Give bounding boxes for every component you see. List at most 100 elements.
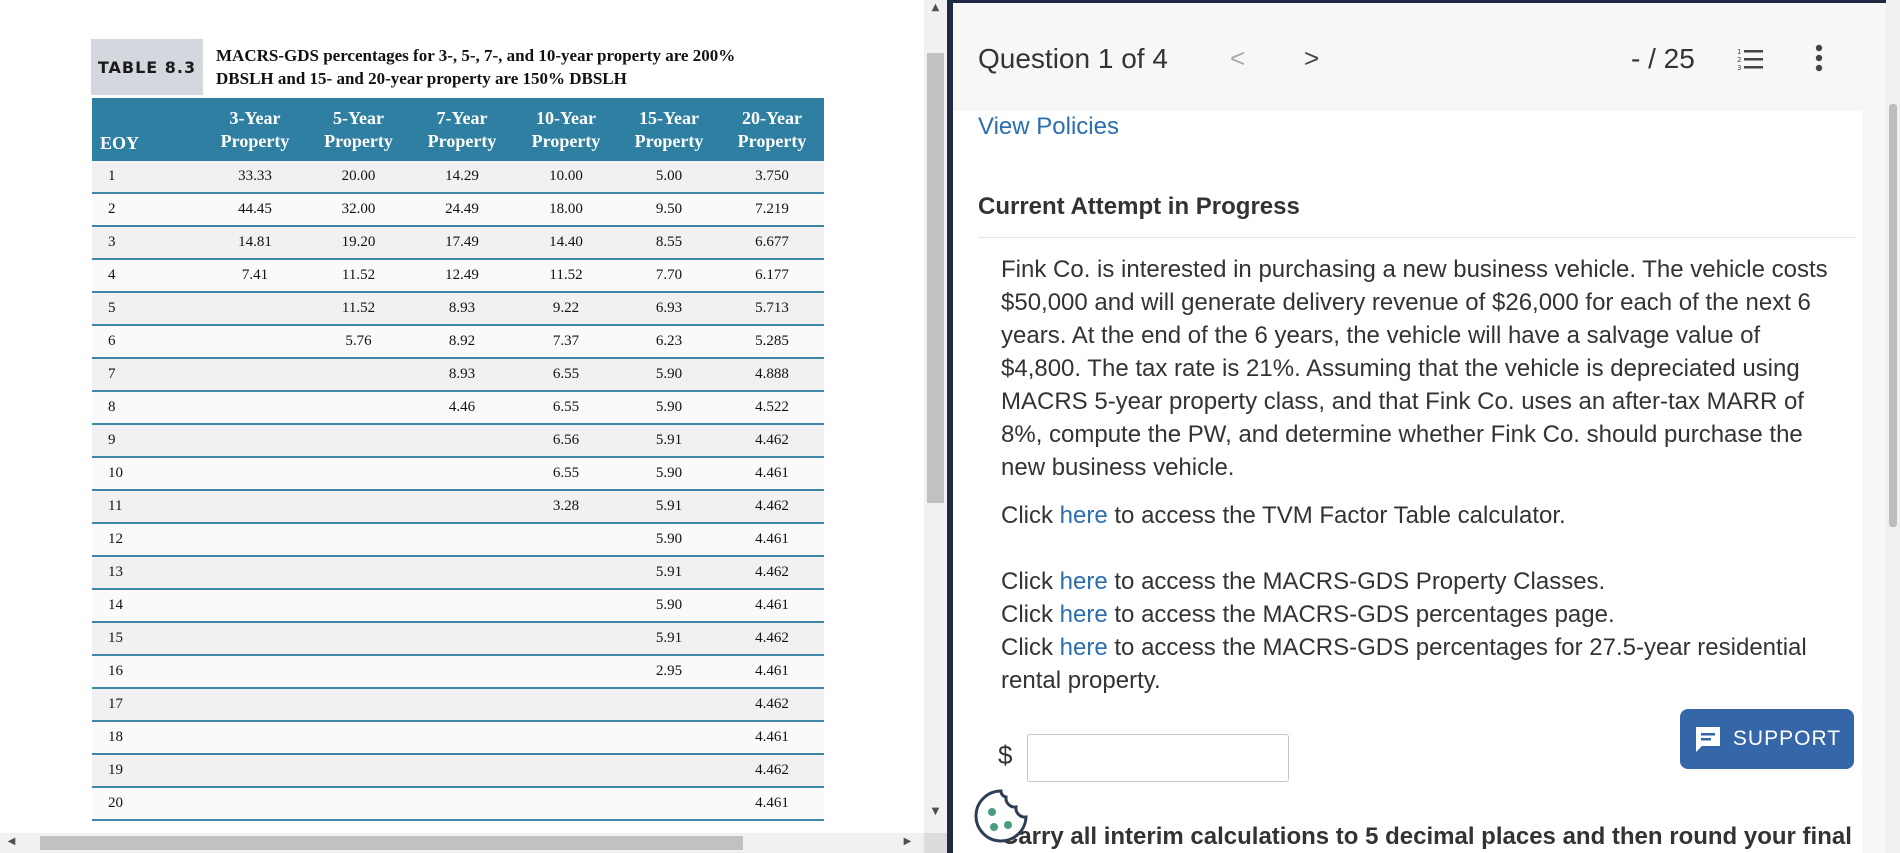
percentage-cell: 2.95 (618, 655, 720, 689)
vertical-scrollbar-thumb[interactable] (927, 53, 944, 503)
percentage-cell: 44.45 (203, 193, 307, 227)
percentages-link[interactable]: here (1059, 601, 1108, 628)
percentage-cell (307, 589, 410, 623)
question-counter: Question 1 of 4 (978, 43, 1168, 74)
percentage-cell (203, 292, 307, 326)
residential-line-2: rental property. (1001, 667, 1161, 694)
table-row: 18 4.461 (92, 721, 824, 755)
pane-divider[interactable] (947, 0, 953, 853)
percentage-cell: 5.90 (618, 589, 720, 623)
column-header-property: 15-Year Property (618, 98, 720, 161)
support-label: SUPPORT (1732, 727, 1842, 750)
eoy-cell: 18 (92, 721, 203, 755)
percentage-cell: 3.750 (720, 161, 824, 194)
more-options-button[interactable] (1815, 44, 1823, 77)
table-row: 14 5.90 4.461 (92, 589, 824, 623)
currency-symbol: $ (998, 740, 1013, 770)
property-classes-line: Click here to access the MACRS-GDS Prope… (1001, 568, 1606, 595)
right-pane: Question 1 of 4 < > - / 25 1 2 3 (953, 0, 1900, 853)
svg-text:2: 2 (1737, 56, 1741, 64)
percentage-cell (203, 622, 307, 656)
percentage-cell (410, 688, 514, 722)
vertical-scrollbar[interactable]: ▲ ▼ (924, 0, 947, 833)
percentage-cell (618, 754, 720, 788)
percentage-cell: 3.28 (514, 490, 618, 524)
percentage-cell (514, 721, 618, 755)
scroll-left-arrow-icon[interactable]: ◀ (7, 836, 16, 847)
eoy-cell: 3 (92, 226, 203, 260)
percentage-cell: 8.93 (410, 292, 514, 326)
percentage-cell: 5.90 (618, 523, 720, 557)
question-list-button[interactable]: 1 2 3 (1737, 47, 1763, 76)
right-pane-scrollbar-thumb[interactable] (1889, 104, 1897, 527)
attempt-heading: Current Attempt in Progress (978, 193, 1300, 220)
table-row: 15 5.91 4.462 (92, 622, 824, 656)
percentage-cell (410, 787, 514, 821)
previous-question-button[interactable]: < (1230, 43, 1245, 74)
percentage-cell (307, 358, 410, 392)
chevron-right-icon: > (1304, 43, 1320, 73)
eoy-cell: 15 (92, 622, 203, 656)
scroll-up-arrow-icon[interactable]: ▲ (931, 2, 940, 13)
macrs-table: EOY 3-Year Property 5-Year Property 7-Year Pro… (92, 98, 824, 821)
percentage-cell: 4.462 (720, 490, 824, 524)
eoy-cell: 8 (92, 391, 203, 425)
percentage-cell: 6.677 (720, 226, 824, 260)
percentage-cell (410, 721, 514, 755)
percentage-cell (203, 457, 307, 491)
percentage-cell (410, 457, 514, 491)
table-row: 10 6.55 5.90 4.461 (92, 457, 824, 491)
percentage-cell: 14.29 (410, 161, 514, 194)
property-classes-link[interactable]: here (1059, 568, 1108, 595)
right-pane-scrollbar[interactable] (1886, 0, 1900, 853)
rounding-instruction: Carry all interim calculations to 5 deci… (1001, 823, 1852, 850)
table-header-row: EOY 3-Year Property 5-Year Property 7-Year Pro… (92, 98, 824, 161)
scrollbar-corner (924, 833, 947, 853)
vertical-ellipsis-icon (1815, 44, 1823, 72)
cookie-settings-button[interactable] (972, 787, 1030, 845)
percentage-cell: 4.462 (720, 556, 824, 590)
percentage-cell: 33.33 (203, 161, 307, 194)
support-button[interactable]: SUPPORT (1680, 709, 1854, 769)
next-question-button[interactable]: > (1304, 43, 1319, 74)
percentage-cell (307, 688, 410, 722)
table-row: 4 7.41 11.52 12.49 11.52 7.70 6.177 (92, 259, 824, 293)
eoy-cell: 6 (92, 325, 203, 359)
table-row: 7 8.93 6.55 5.90 4.888 (92, 358, 824, 392)
scroll-down-arrow-icon[interactable]: ▼ (931, 806, 940, 817)
residential-line: Click here to access the MACRS-GDS perce… (1001, 634, 1807, 661)
percentage-cell (203, 589, 307, 623)
chevron-left-icon: < (1230, 43, 1246, 73)
percentage-cell (618, 721, 720, 755)
percentage-cell: 6.56 (514, 424, 618, 458)
horizontal-scrollbar[interactable]: ◀ ▶ (0, 833, 924, 853)
percentage-cell: 5.91 (618, 622, 720, 656)
answer-input[interactable] (1027, 734, 1289, 782)
residential-percentages-link[interactable]: here (1059, 634, 1108, 661)
horizontal-scrollbar-thumb[interactable] (40, 836, 743, 850)
table-row: 11 3.28 5.91 4.462 (92, 490, 824, 524)
column-header-property: 3-Year Property (203, 98, 307, 161)
eoy-cell: 16 (92, 655, 203, 689)
percentage-cell (410, 556, 514, 590)
percentage-cell: 8.92 (410, 325, 514, 359)
percentage-cell (307, 424, 410, 458)
percentage-cell (203, 787, 307, 821)
percentage-cell (514, 688, 618, 722)
percentage-cell: 24.49 (410, 193, 514, 227)
percentage-cell (307, 754, 410, 788)
percentage-cell (307, 556, 410, 590)
column-header-property: 5-Year Property (307, 98, 410, 161)
percentage-cell: 14.40 (514, 226, 618, 260)
percentage-cell: 7.37 (514, 325, 618, 359)
view-policies-link[interactable]: View Policies (978, 113, 1119, 140)
percentage-cell: 4.888 (720, 358, 824, 392)
table-row: 16 2.95 4.461 (92, 655, 824, 689)
percentage-cell: 8.55 (618, 226, 720, 260)
percentage-cell: 12.49 (410, 259, 514, 293)
tvm-calculator-link[interactable]: here (1059, 502, 1108, 529)
percentage-cell: 5.91 (618, 556, 720, 590)
percentage-cell: 5.91 (618, 490, 720, 524)
scroll-right-arrow-icon[interactable]: ▶ (903, 836, 912, 847)
table-caption: TABLE 8.3 MACRS-GDS percentages for 3-, … (91, 39, 811, 97)
